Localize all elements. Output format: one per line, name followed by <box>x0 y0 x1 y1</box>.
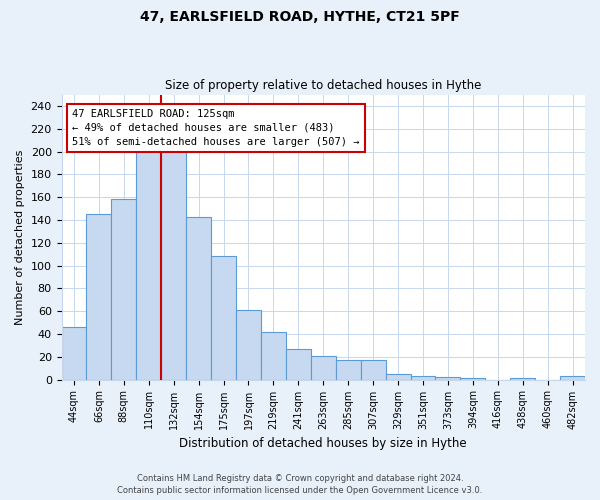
Text: Contains HM Land Registry data © Crown copyright and database right 2024.
Contai: Contains HM Land Registry data © Crown c… <box>118 474 482 495</box>
Text: 47 EARLSFIELD ROAD: 125sqm
← 49% of detached houses are smaller (483)
51% of sem: 47 EARLSFIELD ROAD: 125sqm ← 49% of deta… <box>72 109 359 147</box>
Title: Size of property relative to detached houses in Hythe: Size of property relative to detached ho… <box>165 79 481 92</box>
Bar <box>460 378 485 380</box>
Y-axis label: Number of detached properties: Number of detached properties <box>15 150 25 325</box>
Bar <box>62 327 86 380</box>
Bar <box>311 356 336 380</box>
Bar <box>211 256 236 380</box>
Bar <box>86 214 112 380</box>
Bar <box>261 332 286 380</box>
Bar <box>112 200 136 380</box>
Bar <box>510 378 535 380</box>
Bar <box>186 216 211 380</box>
Bar <box>436 378 460 380</box>
Bar <box>161 150 186 380</box>
Bar <box>336 360 361 380</box>
Bar <box>136 150 161 380</box>
Bar <box>361 360 386 380</box>
Bar <box>560 376 585 380</box>
Text: 47, EARLSFIELD ROAD, HYTHE, CT21 5PF: 47, EARLSFIELD ROAD, HYTHE, CT21 5PF <box>140 10 460 24</box>
X-axis label: Distribution of detached houses by size in Hythe: Distribution of detached houses by size … <box>179 437 467 450</box>
Bar <box>236 310 261 380</box>
Bar <box>386 374 410 380</box>
Bar <box>410 376 436 380</box>
Bar <box>286 349 311 380</box>
